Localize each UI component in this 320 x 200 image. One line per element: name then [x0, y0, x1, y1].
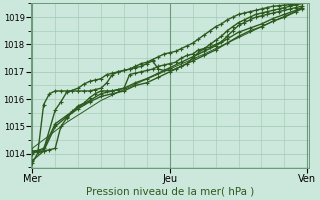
X-axis label: Pression niveau de la mer( hPa ): Pression niveau de la mer( hPa ): [86, 187, 254, 197]
